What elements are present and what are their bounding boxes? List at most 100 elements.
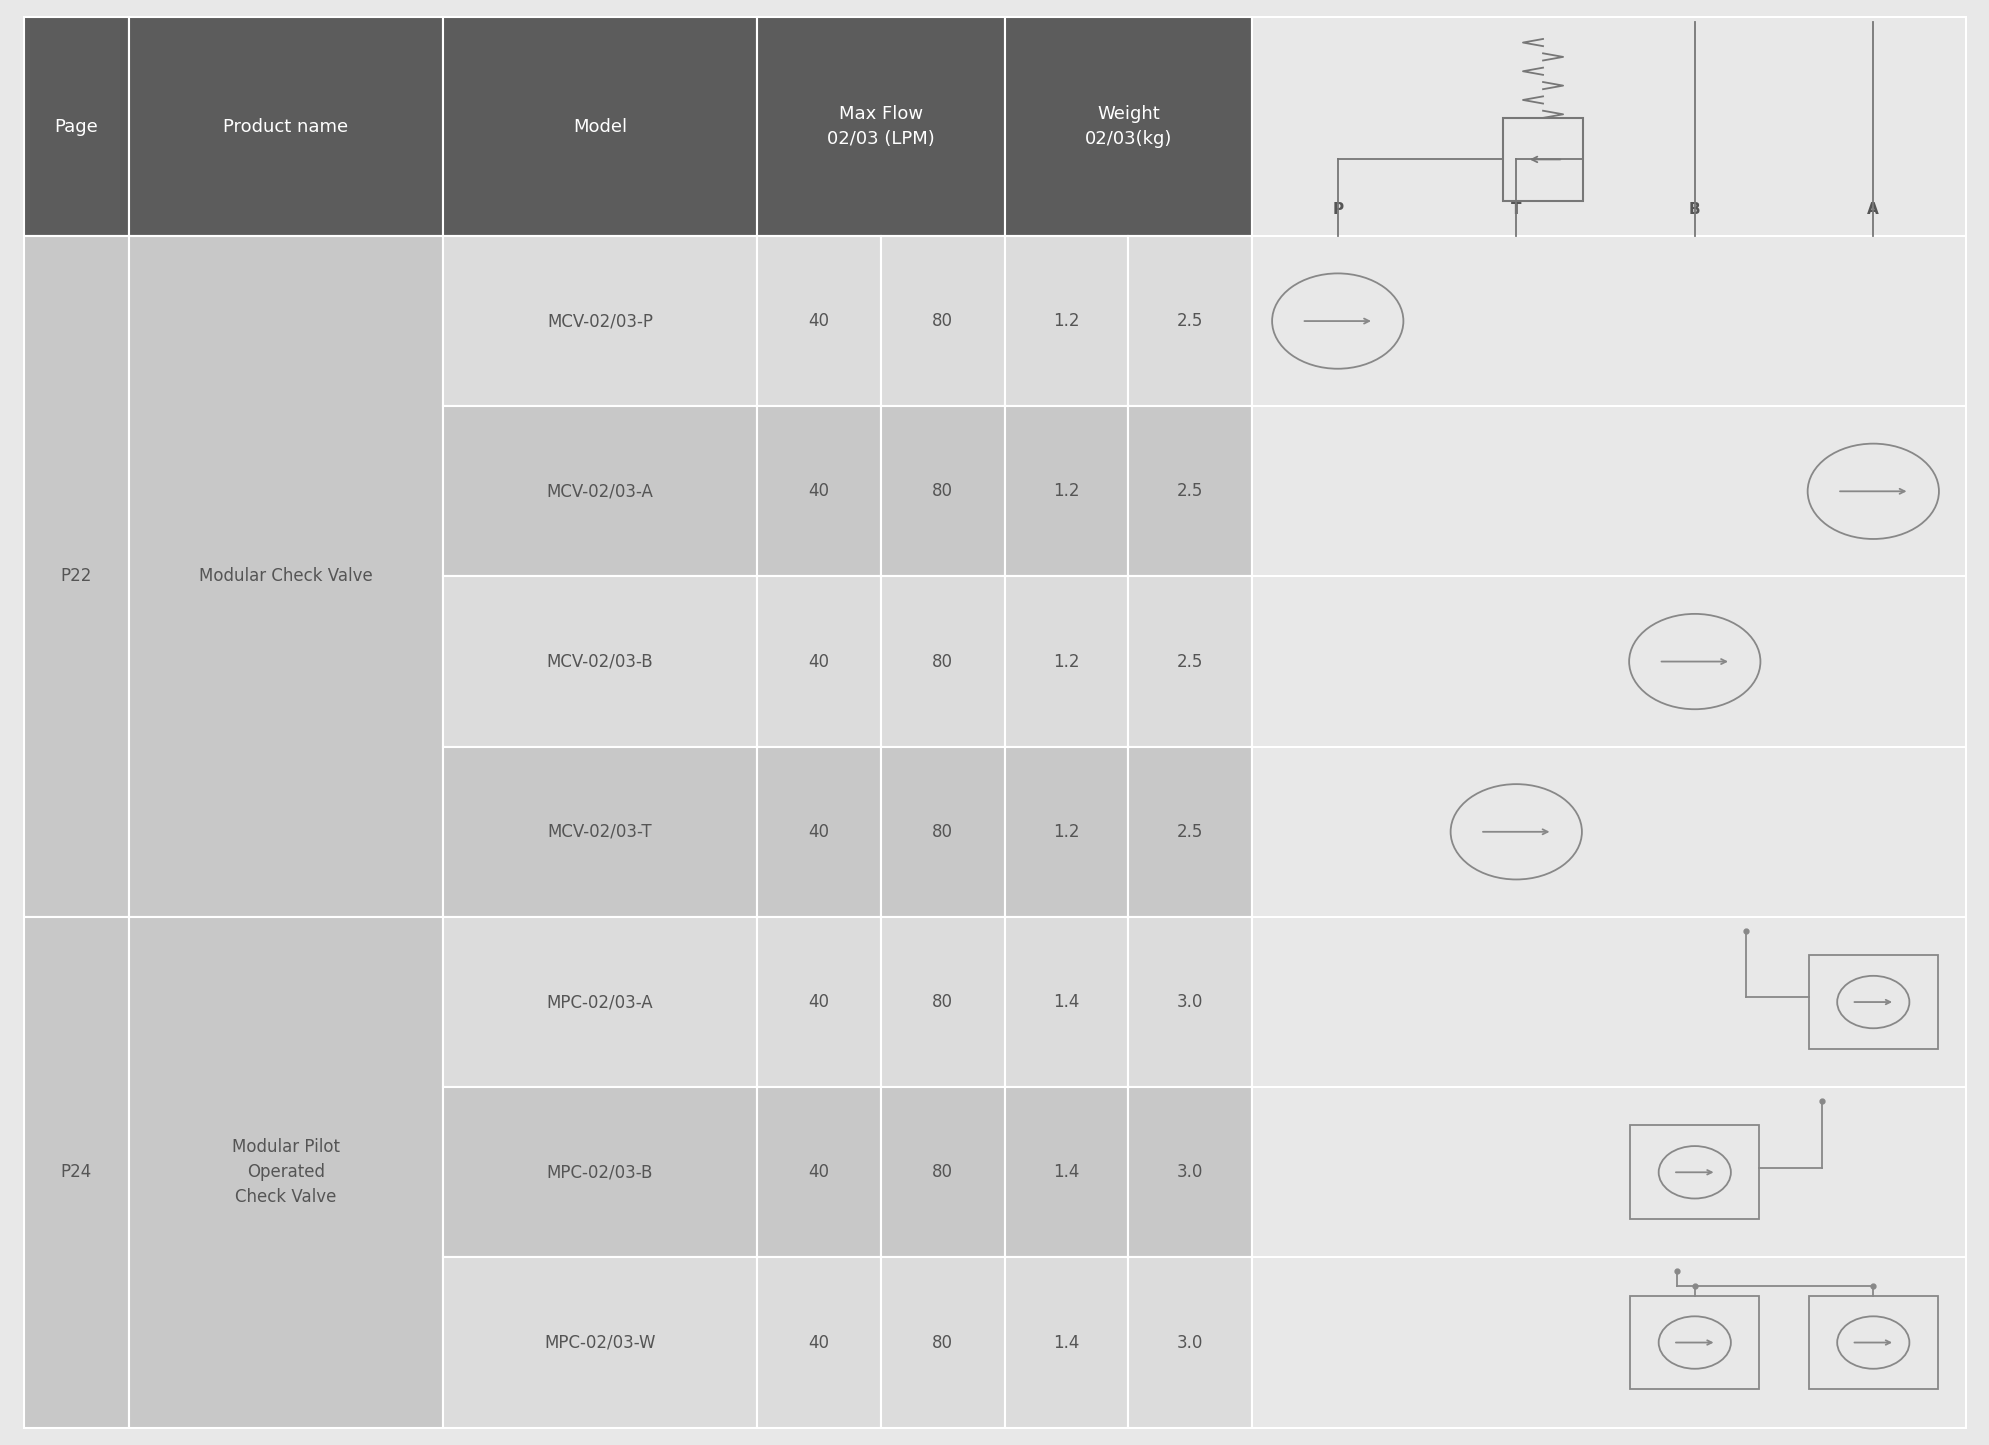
Bar bbox=[881, 236, 1004, 406]
Bar bbox=[129, 236, 444, 918]
Text: Max Flow
02/03 (LPM): Max Flow 02/03 (LPM) bbox=[827, 105, 935, 149]
Text: 1.4: 1.4 bbox=[1052, 1163, 1080, 1182]
Bar bbox=[756, 406, 881, 577]
Bar bbox=[1128, 747, 1251, 918]
Bar bbox=[756, 236, 881, 406]
Text: 3.0: 3.0 bbox=[1175, 1163, 1203, 1182]
Bar bbox=[444, 577, 756, 747]
Bar bbox=[1251, 918, 1965, 1087]
Text: 40: 40 bbox=[808, 993, 829, 1011]
Bar bbox=[24, 236, 129, 918]
Text: 40: 40 bbox=[808, 1163, 829, 1182]
Text: 80: 80 bbox=[931, 1334, 953, 1351]
Text: MCV-02/03-T: MCV-02/03-T bbox=[547, 822, 652, 841]
Text: P22: P22 bbox=[60, 568, 91, 585]
Text: 80: 80 bbox=[931, 822, 953, 841]
Bar bbox=[1808, 955, 1937, 1049]
Bar bbox=[1004, 17, 1251, 236]
Bar bbox=[444, 236, 756, 406]
Bar bbox=[1004, 1257, 1128, 1428]
Text: 80: 80 bbox=[931, 653, 953, 670]
Text: MPC-02/03-A: MPC-02/03-A bbox=[547, 993, 652, 1011]
Bar bbox=[1128, 236, 1251, 406]
Bar bbox=[1251, 406, 1965, 577]
Text: 40: 40 bbox=[808, 483, 829, 500]
Bar bbox=[1128, 1257, 1251, 1428]
Text: 2.5: 2.5 bbox=[1175, 822, 1203, 841]
Bar bbox=[444, 918, 756, 1087]
Text: A: A bbox=[1866, 202, 1878, 217]
Bar bbox=[1251, 17, 1965, 236]
Text: 80: 80 bbox=[931, 993, 953, 1011]
Bar bbox=[756, 17, 1004, 236]
Bar bbox=[756, 1087, 881, 1257]
Bar bbox=[1629, 1296, 1758, 1389]
Text: Modular Check Valve: Modular Check Valve bbox=[199, 568, 372, 585]
Text: 80: 80 bbox=[931, 483, 953, 500]
Text: 3.0: 3.0 bbox=[1175, 993, 1203, 1011]
Bar bbox=[1004, 1087, 1128, 1257]
Bar bbox=[24, 17, 129, 236]
Text: MCV-02/03-B: MCV-02/03-B bbox=[547, 653, 652, 670]
Bar bbox=[756, 577, 881, 747]
Bar bbox=[1251, 1257, 1965, 1428]
Text: 80: 80 bbox=[931, 1163, 953, 1182]
Text: T: T bbox=[1510, 202, 1522, 217]
Bar bbox=[444, 17, 756, 236]
Text: Model: Model bbox=[573, 117, 627, 136]
Bar bbox=[881, 918, 1004, 1087]
Bar bbox=[444, 406, 756, 577]
Bar bbox=[1251, 236, 1965, 406]
Text: MPC-02/03-B: MPC-02/03-B bbox=[547, 1163, 652, 1182]
Bar bbox=[1004, 577, 1128, 747]
Bar bbox=[1251, 577, 1965, 747]
Bar bbox=[1251, 1087, 1965, 1257]
Bar bbox=[881, 1257, 1004, 1428]
Text: P: P bbox=[1331, 202, 1343, 217]
Bar bbox=[1004, 918, 1128, 1087]
Bar bbox=[1629, 1126, 1758, 1220]
Bar bbox=[1502, 118, 1583, 201]
Bar bbox=[881, 406, 1004, 577]
Bar bbox=[881, 747, 1004, 918]
Text: Product name: Product name bbox=[223, 117, 348, 136]
Bar bbox=[1004, 747, 1128, 918]
Bar bbox=[1808, 1296, 1937, 1389]
Text: 2.5: 2.5 bbox=[1175, 653, 1203, 670]
Text: P24: P24 bbox=[60, 1163, 91, 1182]
Text: Weight
02/03(kg): Weight 02/03(kg) bbox=[1084, 105, 1172, 149]
Text: 40: 40 bbox=[808, 312, 829, 329]
Bar bbox=[1128, 406, 1251, 577]
Bar bbox=[444, 747, 756, 918]
Text: 80: 80 bbox=[931, 312, 953, 329]
Bar bbox=[756, 918, 881, 1087]
Bar bbox=[881, 1087, 1004, 1257]
Text: 1.2: 1.2 bbox=[1052, 312, 1080, 329]
Text: Page: Page bbox=[54, 117, 97, 136]
Text: 3.0: 3.0 bbox=[1175, 1334, 1203, 1351]
Text: 1.2: 1.2 bbox=[1052, 822, 1080, 841]
Text: B: B bbox=[1689, 202, 1701, 217]
Bar bbox=[756, 747, 881, 918]
Bar bbox=[129, 17, 444, 236]
Text: 2.5: 2.5 bbox=[1175, 483, 1203, 500]
Bar bbox=[756, 1257, 881, 1428]
Bar bbox=[1128, 577, 1251, 747]
Text: 40: 40 bbox=[808, 822, 829, 841]
Bar bbox=[444, 1087, 756, 1257]
Bar bbox=[444, 1257, 756, 1428]
Text: 1.2: 1.2 bbox=[1052, 653, 1080, 670]
Text: Modular Pilot
Operated
Check Valve: Modular Pilot Operated Check Valve bbox=[231, 1139, 340, 1207]
Bar bbox=[1004, 236, 1128, 406]
Text: 1.2: 1.2 bbox=[1052, 483, 1080, 500]
Bar bbox=[1004, 406, 1128, 577]
Text: 2.5: 2.5 bbox=[1175, 312, 1203, 329]
Bar bbox=[881, 577, 1004, 747]
Text: MPC-02/03-W: MPC-02/03-W bbox=[543, 1334, 654, 1351]
Text: MCV-02/03-P: MCV-02/03-P bbox=[547, 312, 652, 329]
Text: 1.4: 1.4 bbox=[1052, 1334, 1080, 1351]
Text: 1.4: 1.4 bbox=[1052, 993, 1080, 1011]
Text: 40: 40 bbox=[808, 1334, 829, 1351]
Text: MCV-02/03-A: MCV-02/03-A bbox=[547, 483, 652, 500]
Bar bbox=[129, 918, 444, 1428]
